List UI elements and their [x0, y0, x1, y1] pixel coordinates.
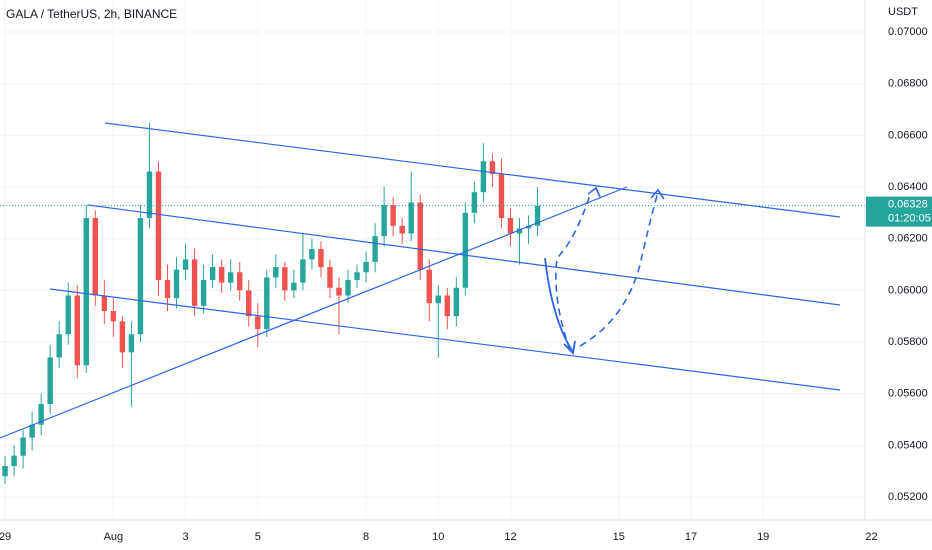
- y-tick-label: 0.05200: [888, 491, 928, 503]
- last-price-box: [866, 196, 932, 227]
- candle-body: [47, 357, 53, 405]
- x-tick-label: 10: [432, 531, 444, 543]
- candle-body: [282, 267, 288, 291]
- arrow-head: [587, 186, 601, 198]
- channel-line: [104, 122, 841, 218]
- candle-body: [534, 205, 541, 226]
- candle-body: [29, 424, 35, 438]
- candle-body: [372, 236, 378, 262]
- candle-body: [507, 218, 514, 234]
- candle-body: [119, 321, 126, 353]
- x-tick-label: 19: [757, 531, 769, 543]
- trend-line: [0, 186, 628, 439]
- drawings: [0, 122, 841, 439]
- x-tick-label: 5: [255, 531, 261, 543]
- candle-body: [92, 218, 99, 296]
- candle-body: [137, 218, 144, 335]
- candle-body: [110, 311, 117, 322]
- candle-body: [381, 205, 387, 237]
- candle-body: [209, 267, 216, 281]
- candle-body: [200, 280, 207, 306]
- chart-title: GALA / TetherUS, 2h, BINANCE: [6, 7, 177, 21]
- candle-body: [408, 202, 414, 234]
- candle-body: [11, 455, 17, 467]
- candle-body: [56, 334, 62, 358]
- candle-body: [453, 287, 460, 317]
- candle-body: [444, 295, 451, 317]
- candle-body: [164, 280, 171, 299]
- candle-body: [65, 295, 71, 335]
- channel-line: [49, 288, 841, 391]
- y-tick-label: 0.06800: [888, 78, 928, 90]
- dashed-projection: [579, 191, 659, 347]
- x-tick-label: 22: [865, 531, 877, 543]
- candle-body: [101, 295, 108, 312]
- x-tick-label: 3: [183, 531, 189, 543]
- candle-body: [255, 316, 261, 330]
- candle-body: [20, 437, 26, 456]
- candle-body: [336, 287, 342, 296]
- x-tick-label: Aug: [104, 531, 124, 543]
- y-tick-label: 0.06200: [888, 233, 928, 245]
- candle-body: [273, 267, 279, 278]
- candle-body: [462, 212, 469, 288]
- candle-body: [516, 228, 523, 234]
- y-axis-label: USDT: [888, 6, 918, 18]
- candle-body: [264, 277, 270, 330]
- candle-body: [83, 218, 89, 366]
- countdown: 01:20:05: [888, 213, 931, 225]
- candle-body: [246, 290, 252, 317]
- candle-body: [227, 272, 234, 283]
- candle-body: [417, 202, 423, 270]
- last-price-label: 0.06328: [888, 199, 928, 211]
- candle-body: [435, 295, 441, 304]
- candle-body: [2, 466, 8, 477]
- y-tick-label: 0.05800: [888, 336, 928, 348]
- candle-body: [191, 259, 198, 306]
- x-tick-label: 15: [613, 531, 625, 543]
- candle-body: [345, 280, 351, 296]
- arrow-head: [563, 340, 576, 355]
- candle-body: [74, 295, 80, 366]
- candle-body: [354, 272, 360, 281]
- dashed-projection: [555, 194, 591, 351]
- candle-body: [155, 171, 162, 281]
- candle-body: [218, 267, 225, 283]
- candle-body: [237, 272, 243, 291]
- candle-body: [318, 249, 324, 268]
- candle-body: [173, 269, 180, 299]
- candle-body: [182, 259, 189, 270]
- candle-body: [327, 267, 333, 288]
- y-tick-label: 0.05400: [888, 439, 928, 451]
- y-tick-label: 0.06400: [888, 181, 928, 193]
- arrow-head: [650, 188, 665, 200]
- y-tick-label: 0.06600: [888, 129, 928, 141]
- candle-body: [300, 259, 306, 283]
- candle-body: [489, 161, 496, 175]
- candle-body: [38, 404, 44, 425]
- candle-body: [399, 225, 405, 234]
- x-tick-label: 12: [504, 531, 516, 543]
- candle-body: [426, 269, 432, 304]
- y-tick-label: 0.06000: [888, 284, 928, 296]
- candle-body: [128, 334, 135, 353]
- y-tick-label: 0.07000: [888, 26, 928, 38]
- candle-body: [480, 161, 487, 193]
- candles: [2, 122, 541, 485]
- x-tick-label: 8: [363, 531, 369, 543]
- candle-body: [309, 249, 315, 260]
- x-tick-label: 29: [0, 531, 11, 543]
- x-tick-label: 17: [685, 531, 697, 543]
- candle-body: [363, 261, 369, 273]
- candle-body: [390, 205, 396, 226]
- candle-body: [471, 192, 478, 213]
- overlay: 0.06328 01:20:05: [0, 196, 932, 227]
- candle-body: [146, 171, 153, 219]
- candle-body: [498, 174, 505, 219]
- y-tick-label: 0.05600: [888, 388, 928, 400]
- channel-line: [87, 204, 841, 306]
- candle-body: [291, 282, 297, 291]
